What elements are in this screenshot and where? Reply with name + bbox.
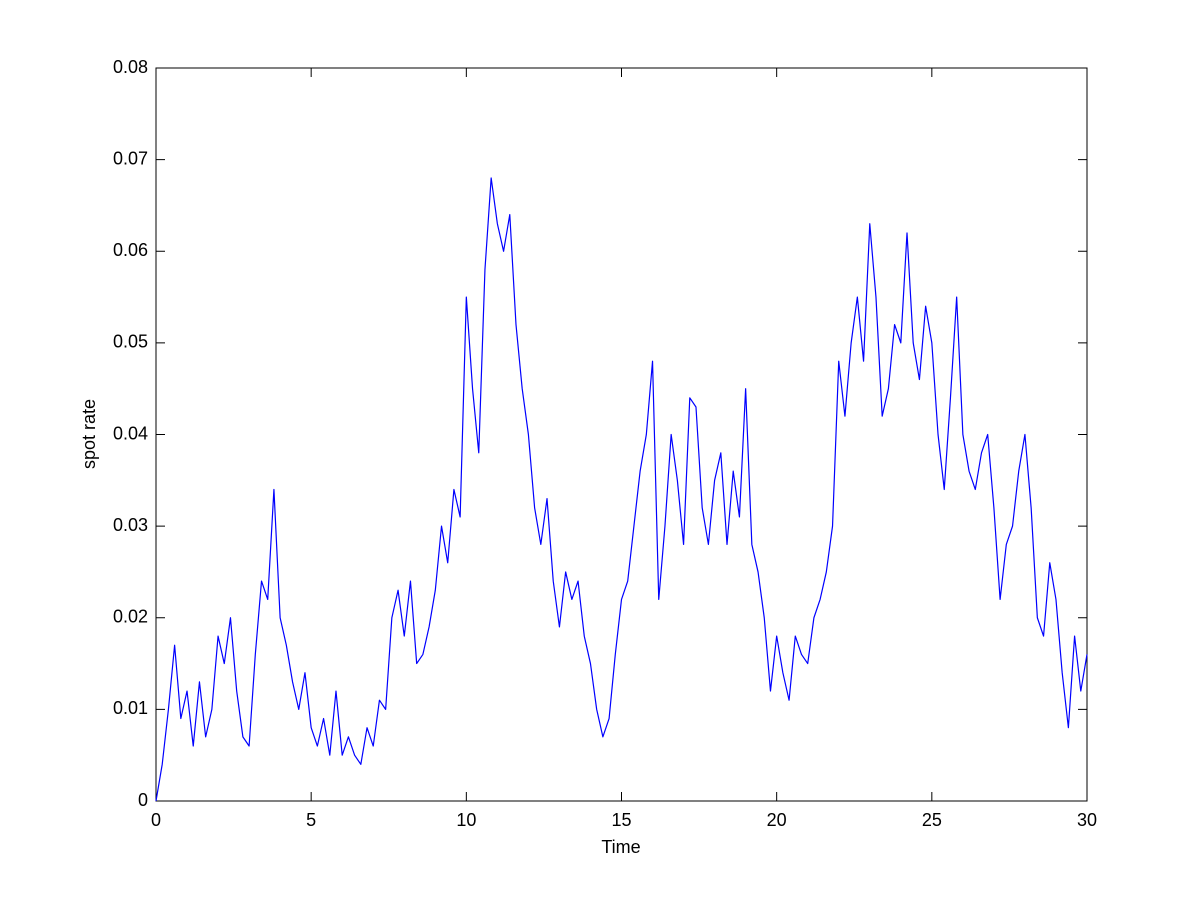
y-axis-label: spot rate	[79, 399, 99, 469]
y-tick-label: 0.07	[113, 148, 148, 168]
x-tick-label: 5	[306, 810, 316, 830]
x-axis-label: Time	[601, 837, 640, 857]
y-tick-label: 0.05	[113, 332, 148, 352]
x-tick-label: 30	[1077, 810, 1097, 830]
x-tick-label: 15	[611, 810, 631, 830]
y-tick-label: 0.03	[113, 515, 148, 535]
x-tick-label: 25	[922, 810, 942, 830]
y-tick-label: 0.08	[113, 57, 148, 77]
y-tick-label: 0	[138, 790, 148, 810]
data-line	[155, 177, 1088, 802]
y-tick-label: 0.01	[113, 698, 148, 718]
y-tick-label: 0.04	[113, 423, 148, 443]
x-tick-label: 0	[151, 810, 161, 830]
x-tick-label: 10	[456, 810, 476, 830]
y-tick-label: 0.06	[113, 240, 148, 260]
plot-box	[155, 67, 1088, 802]
y-tick-label: 0.02	[113, 607, 148, 627]
x-tick-label: 20	[767, 810, 787, 830]
